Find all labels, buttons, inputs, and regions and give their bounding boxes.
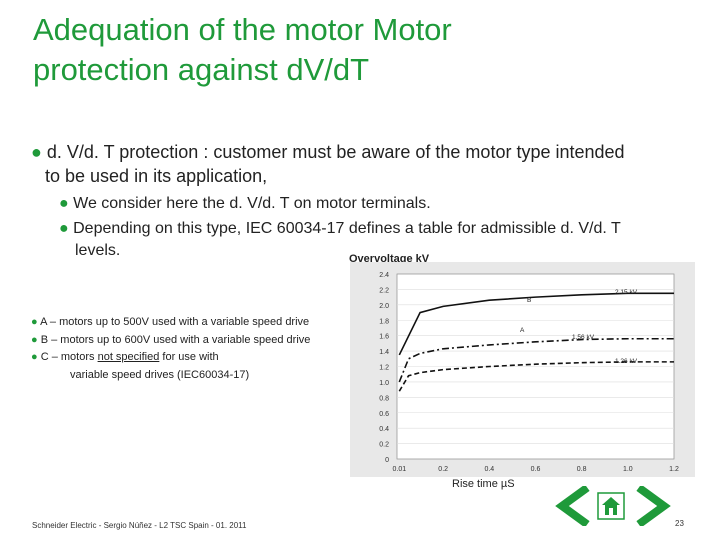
main-bullet-line1: d. V/d. T protection : customer must be … (46, 142, 625, 162)
y-tick-label: 1.2 (379, 365, 389, 372)
footer-text: Schneider Electric - Sergio Núñez - L2 T… (32, 521, 247, 530)
x-tick-label: 0.8 (577, 466, 587, 473)
bullet-dot-icon: ● (59, 220, 69, 237)
y-tick-label: 2.2 (379, 287, 389, 294)
sub-bullet-2: ● Depending on this type, IEC 60034-17 d… (59, 218, 699, 262)
sub-bullet-1: ● We consider here the d. V/d. T on moto… (59, 193, 699, 215)
y-tick-label: 0.2 (379, 442, 389, 449)
list-item: ● A – motors up to 500V used with a vari… (31, 314, 361, 332)
y-tick-label: 0.4 (379, 426, 389, 433)
x-tick-label: 1.2 (669, 466, 679, 473)
motor-type-c-rest: for use with (159, 351, 219, 363)
series-name-label: B (527, 297, 531, 304)
main-bullet-line2: to be used in its application, (45, 166, 268, 186)
x-tick-label: 0.4 (484, 466, 494, 473)
motor-type-list: ● A – motors up to 500V used with a vari… (31, 314, 361, 384)
home-button[interactable] (597, 492, 627, 532)
x-tick-label: 1.0 (623, 466, 633, 473)
x-tick-label: 0.2 (438, 466, 448, 473)
chevron-right-icon (636, 486, 671, 526)
data-label: 1.26 kV (615, 358, 638, 365)
y-tick-label: 1.0 (379, 380, 389, 387)
chart-x-axis-label: Rise time µS (452, 478, 515, 490)
page-number: 23 (675, 519, 684, 528)
series-line-B (398, 292, 674, 356)
motor-type-b: B – motors up to 600V used with a variab… (40, 333, 311, 346)
motor-type-c-cont: variable speed drives (IEC60034-17) (70, 368, 250, 381)
slide-title-line2: protection against dV/dT (33, 52, 370, 87)
slide-title-line1: Adequation of the motor Motor (33, 12, 452, 47)
data-label: 2.15 kV (615, 289, 638, 296)
data-label: 1.56 kV (572, 334, 595, 341)
x-tick-label: 0.01 (392, 466, 406, 473)
list-item: ● B – motors up to 600V used with a vari… (31, 332, 361, 350)
sub-bullet-1-text: We consider here the d. V/d. T on motor … (73, 195, 431, 212)
list-item: ● C – motors not specified for use with (31, 349, 361, 367)
y-tick-label: 2.4 (379, 272, 389, 279)
overvoltage-chart: 0 0.2 0.4 0.6 0.8 1.0 1.2 1.4 1.6 1.8 2.0 2.2 2.4 0.0… (350, 262, 695, 477)
main-bullet: ● d. V/d. T protection : customer must b… (31, 140, 691, 188)
bullet-dot-icon: ● (31, 316, 38, 328)
series-name-label: A (520, 327, 525, 334)
bullet-dot-icon: ● (31, 333, 38, 346)
y-tick-label: 2.0 (379, 303, 389, 310)
motor-type-a: A – motors up to 500V used with a variab… (40, 316, 310, 328)
home-icon (597, 492, 625, 520)
bullet-dot-icon: ● (59, 195, 69, 212)
sub-bullet-2-text: Depending on this type, IEC 60034-17 def… (73, 220, 621, 237)
prev-button[interactable] (552, 486, 594, 526)
series-line-A (398, 337, 674, 383)
y-tick-label: 1.4 (379, 349, 389, 356)
sub-bullet-2-cont: levels. (75, 242, 121, 259)
slide-title: Adequation of the motor Motor protection… (33, 10, 673, 90)
y-tick-label: 1.6 (379, 334, 389, 341)
y-tick-label: 0 (385, 457, 389, 464)
list-item: variable speed drives (IEC60034-17) (31, 367, 361, 385)
y-tick-label: 0.8 (379, 395, 389, 402)
x-tick-label: 0.6 (531, 466, 541, 473)
bullet-dot-icon: ● (31, 142, 42, 162)
y-tick-label: 0.6 (379, 411, 389, 418)
series-line-c2 (398, 361, 674, 392)
y-tick-label: 1.8 (379, 318, 389, 325)
next-button[interactable] (632, 486, 674, 526)
bullet-dot-icon: ● (31, 351, 38, 363)
chevron-left-icon (555, 486, 590, 526)
motor-type-c-underlined: not specified (97, 351, 160, 363)
motor-type-c: C – motors (40, 351, 98, 363)
